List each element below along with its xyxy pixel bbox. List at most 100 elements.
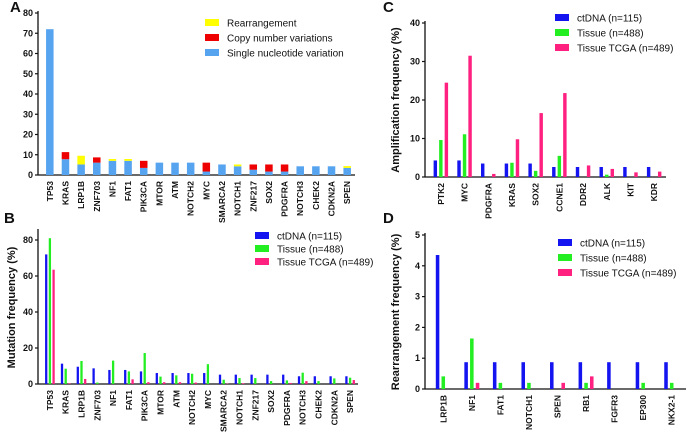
bar-tissue-n-488: [348, 377, 352, 384]
y-tick-label: 40: [23, 89, 33, 99]
x-tick-label: SMARCA2: [217, 181, 227, 223]
x-tick-label: ZNF703: [92, 181, 102, 212]
x-tick-label: KRAS: [507, 183, 517, 207]
bar-tissue-n-488: [127, 371, 131, 384]
x-tick-label: CCNE1: [554, 183, 564, 212]
x-tick-label: FAT1: [495, 395, 505, 415]
panel-b: B 0 20 40 60 80 Mutation frequency (%) TP53 KRAS…: [4, 210, 373, 432]
x-tick-label: NF1: [467, 395, 477, 411]
x-tick-label: KRAS: [60, 181, 70, 205]
panel-d: D 0 1 2 3 4 5 Rearrangement frequency (%) LRP1B N…: [383, 210, 686, 430]
x-tick-label: KIT: [625, 182, 635, 197]
bar-tissue-n-488: [190, 373, 194, 384]
bar-tissue-tcga-n-489: [444, 82, 449, 177]
bar-tissue-n-488: [439, 140, 443, 177]
legend-label: Rearrangement: [227, 19, 297, 30]
bar-tissue-n-488: [96, 382, 99, 384]
y-tick-label: 20: [23, 130, 33, 140]
bar-ctdna-n-115: [578, 362, 583, 389]
bar-copy-number-variations: [93, 157, 101, 163]
bar-copy-number-variations: [139, 160, 148, 168]
bar-tissue-n-488: [333, 378, 336, 384]
x-tick-label: CHEK2: [311, 181, 321, 210]
bar-copy-number-variations: [202, 162, 211, 172]
x-tick-label: PDGFRA: [280, 181, 290, 217]
panel-label: C: [383, 0, 394, 16]
legend: ctDNA (n=115) Tissue (n=488) Tissue TCGA (…: [558, 239, 676, 280]
panel-label: B: [4, 210, 15, 227]
bar-ctdna-n-115: [528, 163, 532, 177]
bar-rearrangement: [124, 159, 132, 161]
bar-tissue-n-488: [48, 238, 52, 384]
bar-tissue-tcga-n-489: [289, 382, 292, 384]
y-tick-label: 4: [415, 261, 420, 271]
y-axis-title: Amplification frequency (%): [390, 27, 402, 173]
bar-tissue-n-488: [441, 376, 446, 389]
legend-label: Tissue TCGA (n=489): [277, 258, 373, 269]
x-tick-label: RB1: [581, 395, 591, 412]
bar-tissue-n-488: [80, 360, 83, 384]
bar-single-nucleotide-variation: [280, 171, 289, 175]
bar-tissue-tcga-n-489: [131, 379, 134, 384]
bar-single-nucleotide-variation: [77, 164, 85, 175]
x-tick-label: MYC: [201, 181, 211, 200]
bar-ctdna-n-115: [435, 255, 440, 389]
panel-label: D: [383, 210, 394, 227]
legend-label: Single nucleotide variation: [227, 49, 344, 60]
bar-single-nucleotide-variation: [202, 171, 211, 175]
y-tick-label: 80: [23, 235, 33, 245]
bar-tissue-tcga-n-489: [475, 382, 480, 389]
bar-ctdna-n-115: [124, 369, 127, 384]
legend-swatch: [255, 245, 269, 252]
bar-tissue-n-488: [301, 372, 304, 384]
bar-ctdna-n-115: [607, 362, 611, 389]
bar-single-nucleotide-variation: [218, 164, 226, 175]
bar-rearrangement: [77, 155, 85, 165]
bar-tissue-n-488: [584, 382, 588, 389]
legend-label: ctDNA (n=115): [580, 239, 645, 250]
bar-tissue-tcga-n-489: [84, 378, 87, 384]
x-tick-label: ATM: [171, 390, 181, 408]
x-tick-label: FAT1: [123, 181, 133, 201]
legend-label: ctDNA (n=115): [577, 14, 642, 25]
legend-label: Tissue (n=488): [580, 254, 647, 265]
bar-tissue-tcga-n-489: [68, 383, 71, 384]
panel-c: C 0 10 20 30 40 Amplification frequency (%) PTK…: [383, 0, 673, 219]
y-axis-title: Mutation frequency (%): [6, 246, 18, 368]
legend-swatch: [205, 34, 219, 41]
x-tick-label: NF1: [107, 181, 117, 197]
x-tick-label: NOTCH2: [187, 390, 197, 425]
bar-ctdna-n-115: [297, 376, 301, 384]
bar-tissue-tcga-n-489: [194, 382, 197, 384]
bar-tissue-n-488: [269, 381, 273, 384]
x-tick-label: ALK: [602, 182, 612, 200]
bar-ctdna-n-115: [45, 254, 48, 384]
bar-tissue-tcga-n-489: [589, 376, 594, 389]
bar-single-nucleotide-variation: [46, 29, 54, 176]
bar-rearrangement: [233, 164, 242, 167]
x-tick-label: TP53: [45, 390, 55, 411]
bar-tissue-tcga-n-489: [561, 382, 565, 389]
x-tick-label: KDR: [649, 183, 659, 201]
bar-ctdna-n-115: [623, 166, 627, 177]
bar-tissue-n-488: [143, 353, 146, 384]
bar-rearrangement: [108, 159, 117, 161]
bar-single-nucleotide-variation: [139, 167, 148, 175]
x-tick-label: MYC: [460, 183, 470, 202]
x-tick-label: ATM: [170, 181, 180, 199]
bar-ctdna-n-115: [187, 373, 190, 384]
bar-tissue-n-488: [222, 379, 225, 384]
panel-label: A: [10, 0, 21, 16]
x-tick-label: PTK2: [436, 183, 446, 205]
bar-tissue-tcga-n-489: [178, 382, 182, 384]
legend-swatch: [555, 44, 569, 51]
y-tick-label: 10: [23, 150, 33, 160]
x-tick-label: MYC: [203, 390, 213, 409]
legend: Rearrangement Copy number variations Singl…: [205, 19, 344, 60]
x-tick-label: PIK3CA: [140, 390, 150, 421]
y-tick-label: 30: [23, 109, 33, 119]
x-tick-label: TP53: [45, 181, 55, 202]
bar-ctdna-n-115: [234, 374, 237, 384]
bar-tissue-tcga-n-489: [352, 380, 355, 384]
bar-ctdna-n-115: [250, 374, 253, 384]
